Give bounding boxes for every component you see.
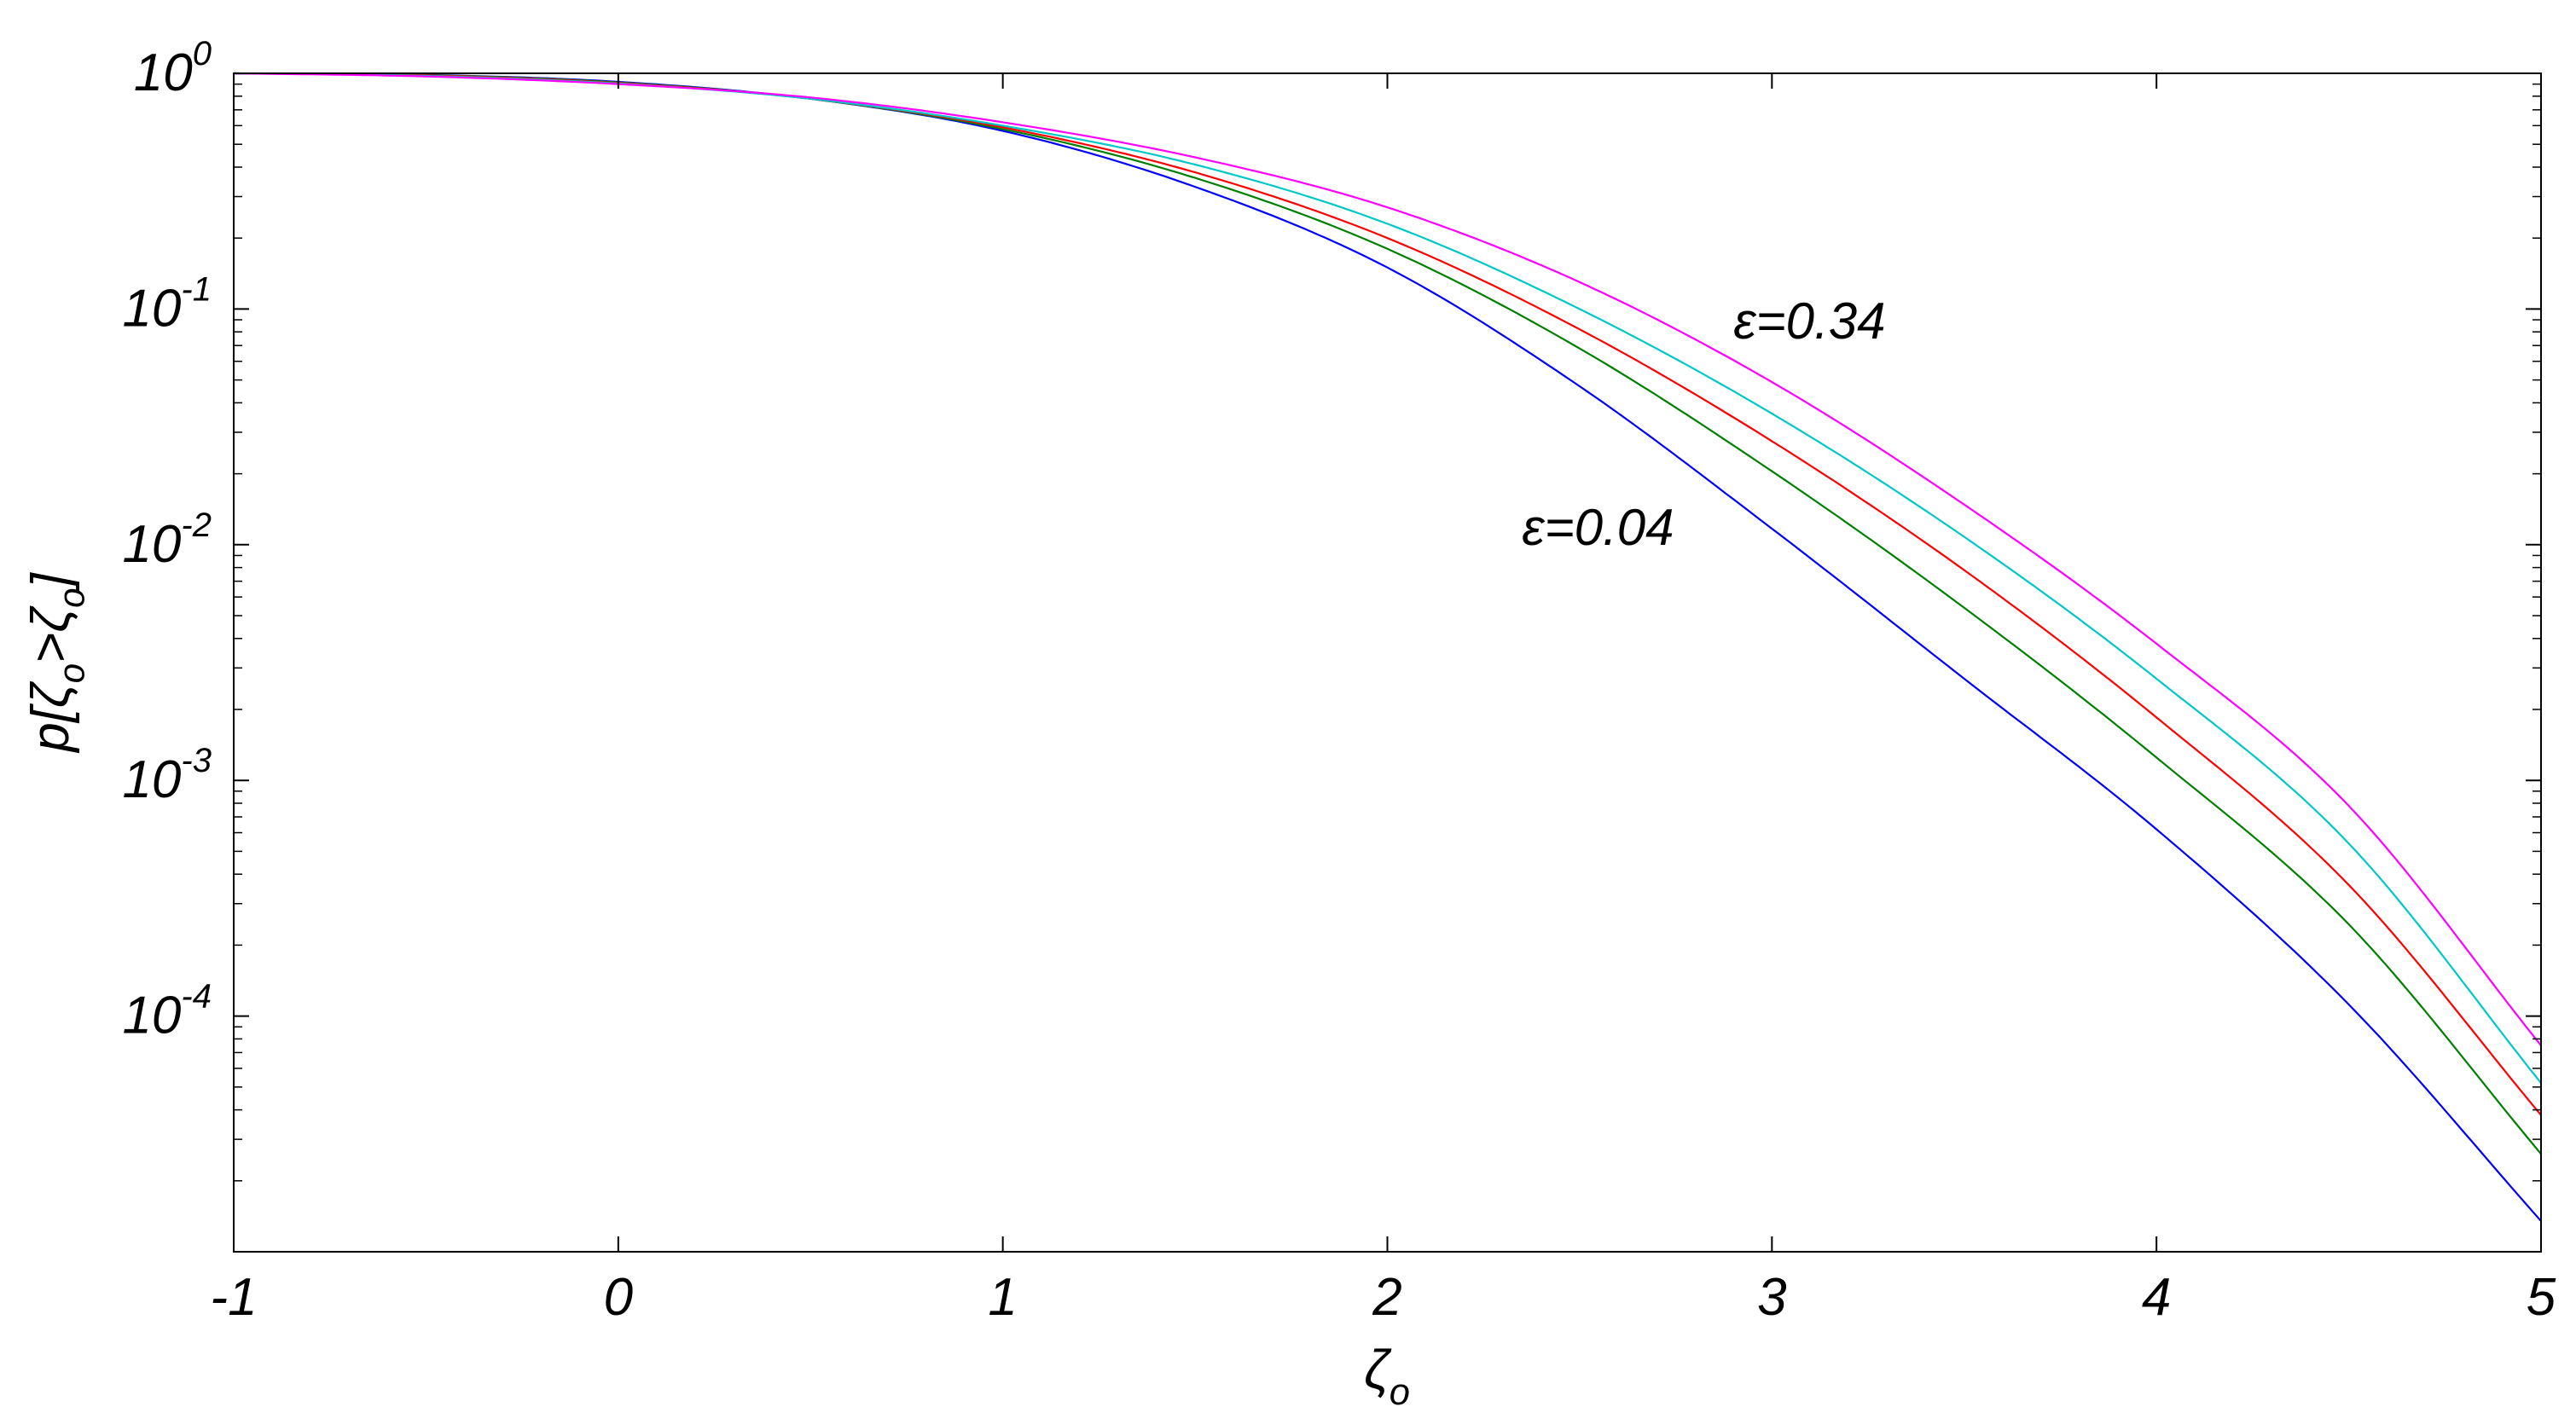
y-axis-title: p[ζo​>ζo​]: [21, 571, 92, 753]
annotation-2: ε=0.04: [1522, 499, 1674, 556]
y-tick-labels: 100 10-1 10-2 10-3 10-4: [122, 35, 212, 1045]
axis-ticks: [233, 72, 2542, 1253]
y-tick-label: 100: [134, 35, 212, 102]
x-tick-label: 3: [1757, 1268, 1786, 1327]
x-tick-label: -1: [210, 1268, 257, 1327]
x-tick-labels: -1 0 1 2 3 4 5: [210, 1268, 2556, 1327]
annotation-1: ε=0.34: [1733, 292, 1885, 350]
y-tick-label: 10-2: [122, 507, 212, 574]
x-tick-label: 4: [2142, 1268, 2171, 1327]
x-tick-label: 1: [988, 1268, 1017, 1327]
x-tick-label: 5: [2527, 1268, 2556, 1327]
x-tick-label: 2: [1372, 1268, 1401, 1327]
x-axis-title: ζo​: [1364, 1339, 1410, 1413]
x-tick-label: 0: [604, 1268, 633, 1327]
y-tick-label: 10-1: [122, 270, 212, 338]
y-tick-label: 10-4: [122, 978, 212, 1045]
y-tick-label: 10-3: [122, 742, 212, 809]
annotations: ε=0.34 ε=0.04: [1522, 292, 1885, 556]
